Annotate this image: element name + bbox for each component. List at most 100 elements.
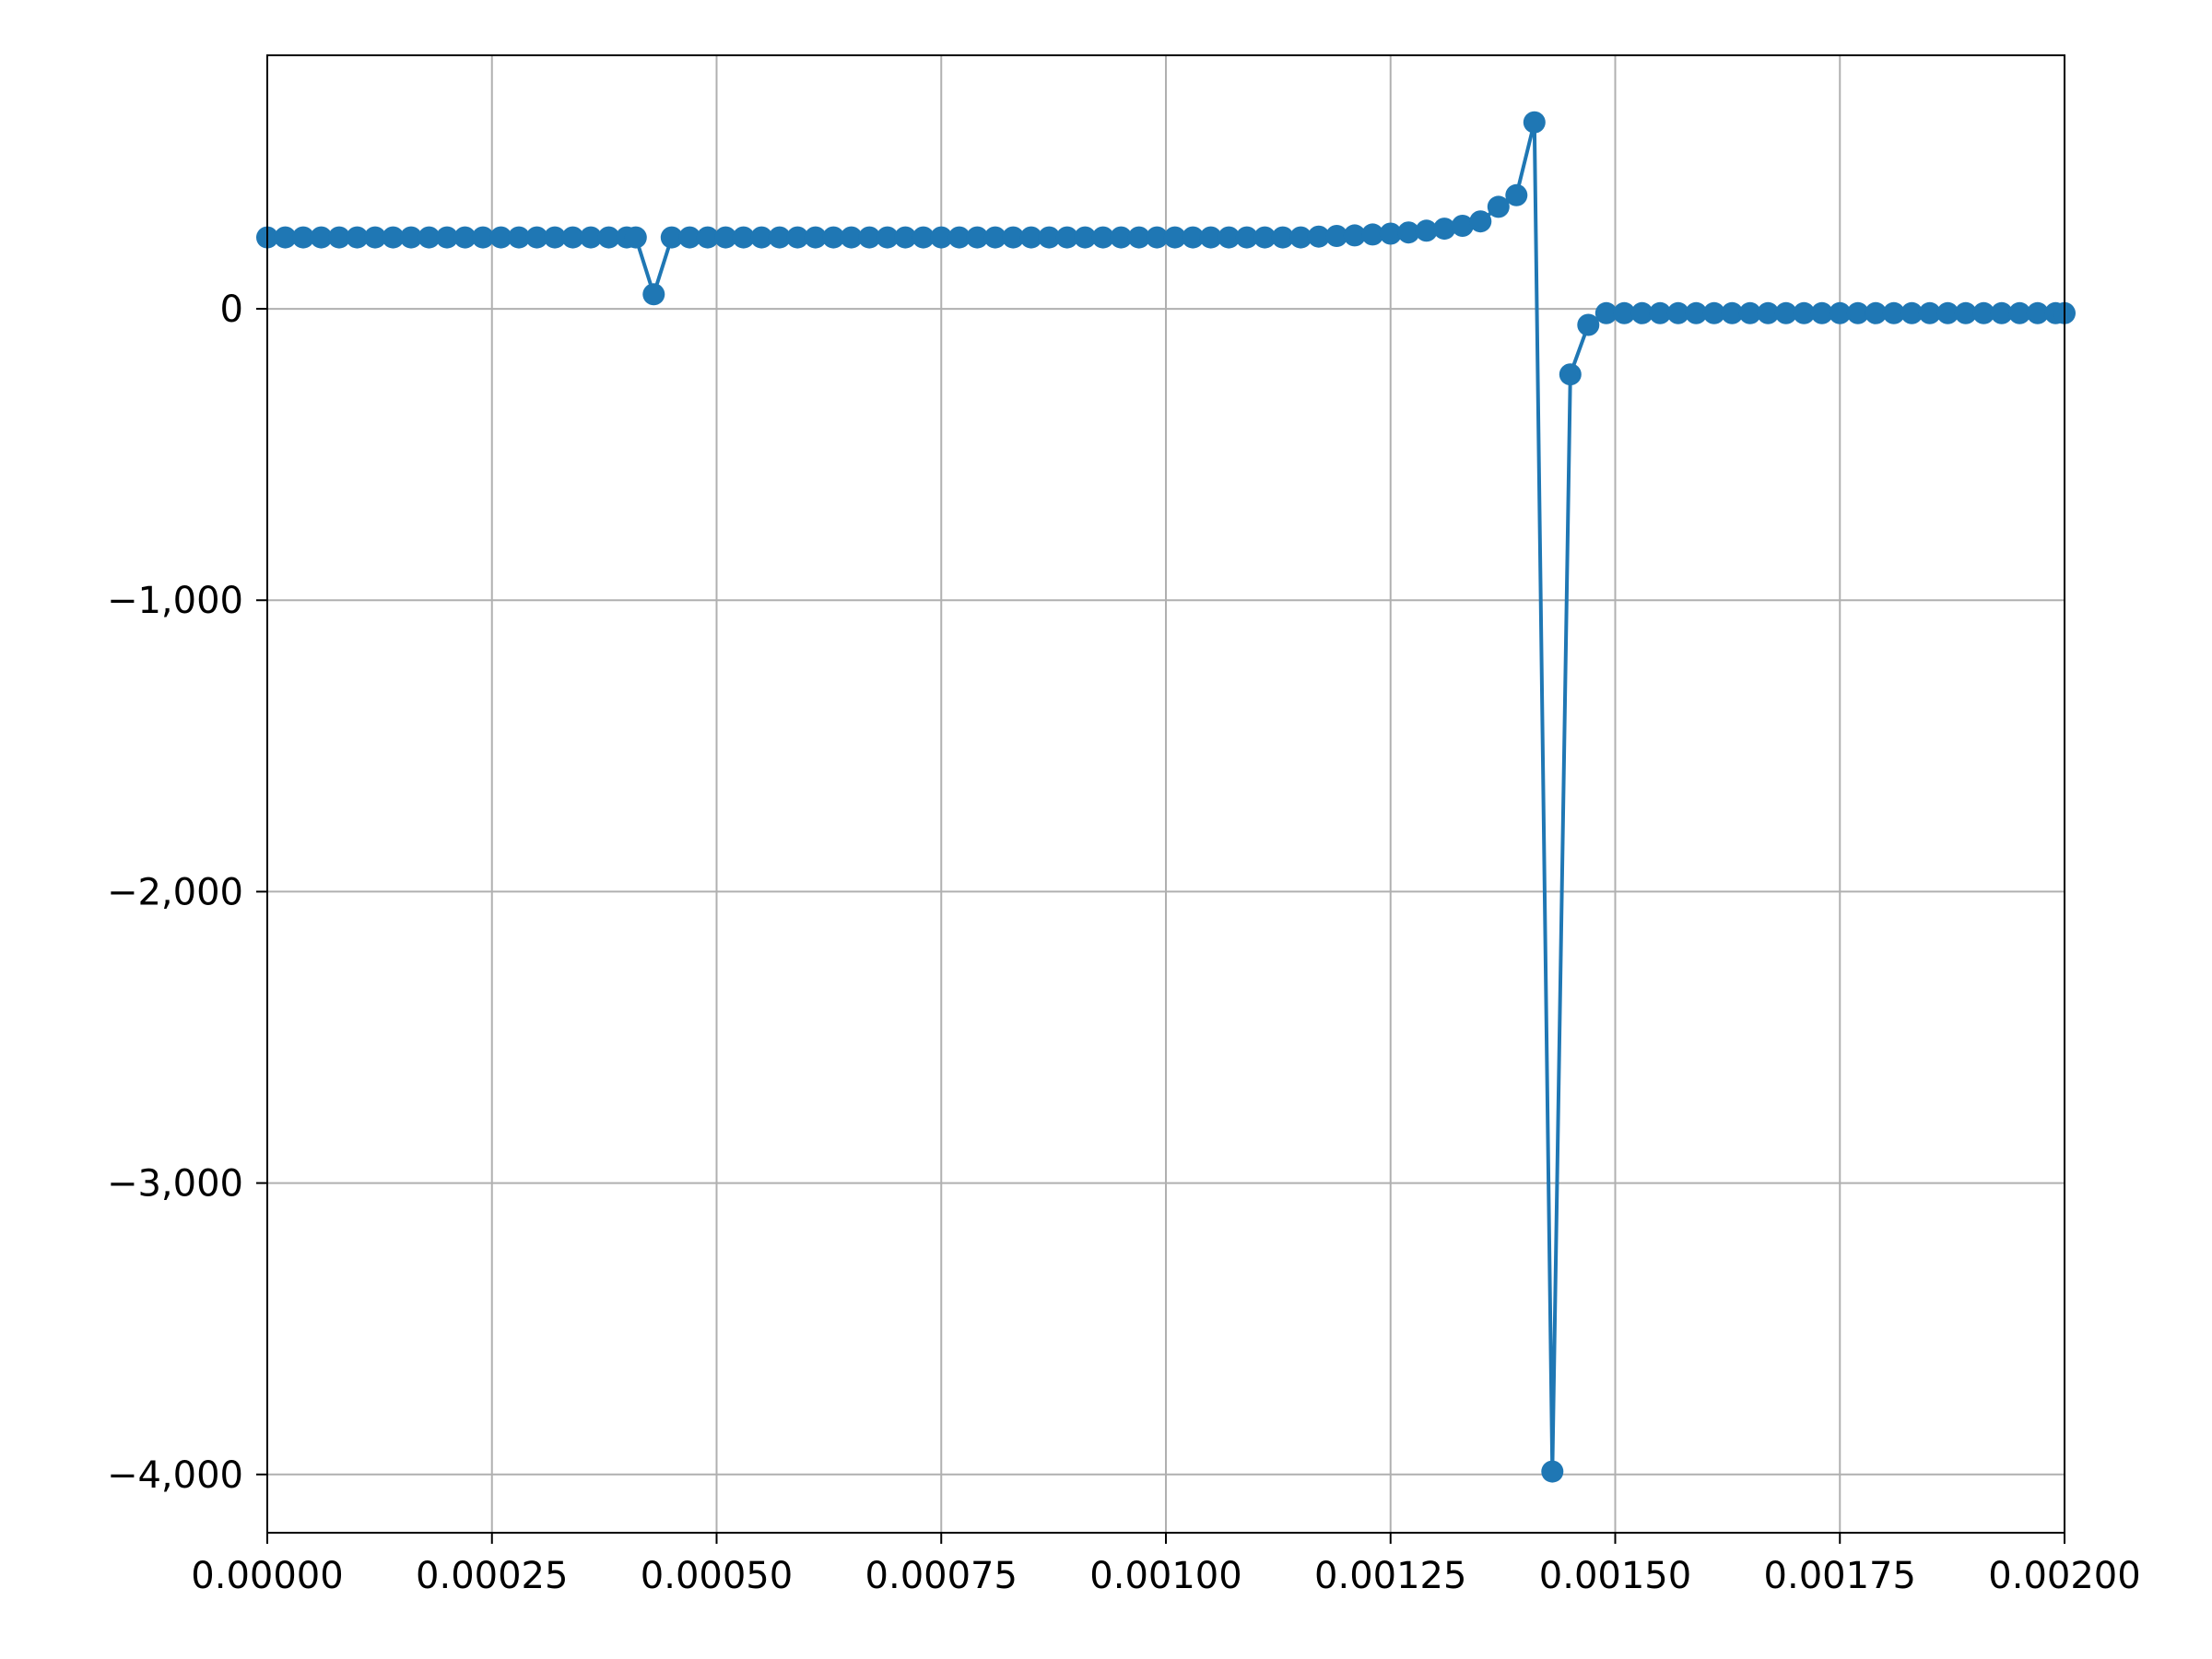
data-point [642,283,665,306]
data-point [418,226,441,249]
data-point [525,226,548,249]
data-point [1253,226,1277,249]
data-point [1810,301,1833,324]
data-point [400,226,422,249]
data-point [382,226,405,249]
data-point [2008,301,2031,324]
data-point [840,226,863,249]
data-point [292,226,314,249]
data-point [930,226,953,249]
y-tick-labels: 0 −1,000 −2,000 −3,000 −4,000 [107,288,243,1497]
y-tick-label: −3,000 [107,1163,243,1206]
data-point [912,226,935,249]
data-point [1577,313,1600,336]
data-point [858,226,881,249]
data-point [660,226,683,249]
data-point [1666,301,1689,324]
data-point [310,226,333,249]
data-point [544,226,566,249]
data-point [786,226,809,249]
data-point [1433,218,1456,241]
data-point [1379,222,1402,245]
data-point [1127,226,1150,249]
data-point [983,226,1006,249]
data-point [1721,301,1744,324]
data-point [1793,301,1816,324]
data-point [597,226,620,249]
data-point [1594,301,1618,324]
x-tick-label: 0.00175 [1764,1555,1916,1597]
data-point [1702,301,1725,324]
data-point [1038,226,1061,249]
data-point [1649,301,1672,324]
data-point [508,226,530,249]
x-tick-label: 0.00025 [416,1555,568,1597]
data-point [489,226,512,249]
data-point [1469,210,1492,233]
x-tick-label: 0.00150 [1539,1555,1691,1597]
x-tick-label: 0.00050 [641,1555,793,1597]
data-point [1199,226,1222,249]
data-point [1774,301,1797,324]
data-point [1990,301,2013,324]
x-tick-labels: 0.00000 0.00025 0.00050 0.00075 0.00100 0.001… [191,1555,2140,1597]
data-point [894,226,917,249]
data-point [1343,224,1366,247]
data-point [1146,226,1169,249]
data-point [1505,183,1528,206]
data-point [750,226,773,249]
data-point [1163,226,1186,249]
data-point [1559,363,1582,386]
data-point [678,226,701,249]
data-point [1451,215,1474,237]
x-tick-label: 0.00200 [1988,1555,2140,1597]
data-point [346,226,369,249]
data-point [1972,301,1995,324]
data-point [732,226,755,249]
data-point [1829,301,1852,324]
data-point [1325,225,1348,247]
y-tick-label: 0 [220,288,243,331]
data-point [714,226,737,249]
data-point [1307,225,1330,248]
data-point [328,226,350,249]
data-point [1002,226,1025,249]
data-point [876,226,899,249]
data-point [1182,226,1205,249]
grid [266,55,2065,1533]
data-point [472,226,494,249]
data-point [804,226,827,249]
y-tick-label: −2,000 [107,871,243,913]
data-point [1397,221,1420,244]
data-point [1235,226,1258,249]
y-tick-label: −4,000 [107,1454,243,1497]
data-point [1882,301,1905,324]
x-tick-label: 0.00000 [191,1555,343,1597]
x-tick-label: 0.00075 [865,1555,1018,1597]
data-point [453,226,477,249]
data-point [1757,301,1780,324]
data-point [1685,301,1708,324]
data-point [1074,226,1097,249]
data-point [1361,223,1384,246]
data-point [1055,226,1078,249]
data-point [274,226,297,249]
data-point [1523,111,1546,134]
data-point [1091,226,1114,249]
data-point [1110,226,1133,249]
data-point [436,226,458,249]
data-point [1019,226,1042,249]
data-point [1487,195,1510,218]
data-point [1630,301,1653,324]
data-point [947,226,971,249]
data-point [696,226,719,249]
data-point [1846,301,1869,324]
series-group [256,111,2076,1483]
data-point [624,226,647,249]
data-point [1738,301,1761,324]
data-point [1613,301,1636,324]
x-tick-label: 0.00100 [1089,1555,1241,1597]
data-point [1865,301,1888,324]
